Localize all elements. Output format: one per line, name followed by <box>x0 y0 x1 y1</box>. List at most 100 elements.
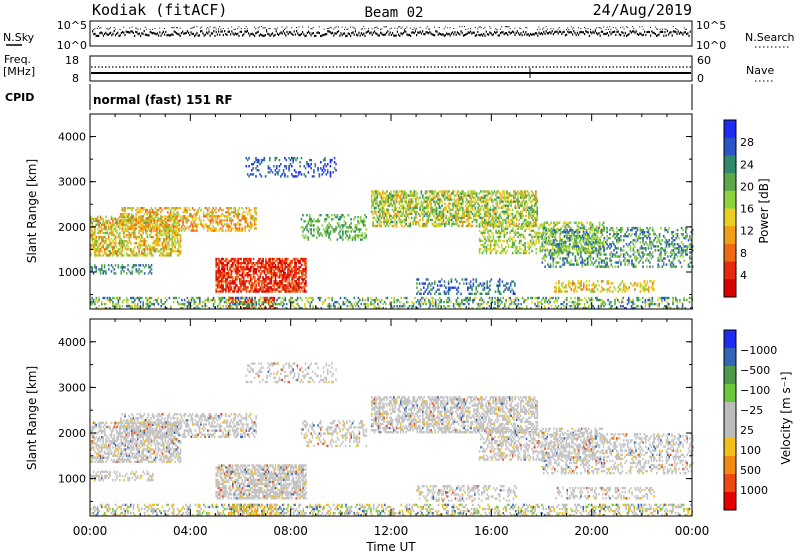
echo-cell <box>560 245 562 249</box>
echo-cell <box>156 219 158 222</box>
echo-cell <box>288 278 291 281</box>
echo-cell <box>287 286 289 289</box>
echo-cell <box>492 223 495 226</box>
echo-cell <box>223 288 226 291</box>
echo-cell <box>220 209 223 212</box>
echo-cell <box>285 261 288 265</box>
nsky-point <box>460 30 462 33</box>
echo-cell <box>178 219 180 223</box>
echo-cell <box>110 252 113 255</box>
nsearch-point <box>257 27 259 29</box>
nsky-strip: N.Sky 10^5 10^0 10^5 10^0 N.Search <box>3 19 795 52</box>
echo-cell <box>196 227 198 230</box>
echo-cell <box>318 220 321 223</box>
nsky-point <box>479 34 481 37</box>
echo-cell <box>474 206 476 209</box>
echo-cell <box>153 248 156 251</box>
nsky-point <box>344 32 346 35</box>
echo-cell <box>95 244 98 247</box>
echo-cell <box>529 229 532 232</box>
echo-cell <box>405 202 407 205</box>
echo-cell <box>491 190 493 193</box>
nsky-point <box>491 33 493 37</box>
echo-cell <box>324 158 326 162</box>
echo-cell <box>536 231 539 234</box>
echo-cell <box>281 280 284 283</box>
nsky-point <box>332 31 334 34</box>
nsearch-point <box>207 27 209 28</box>
echo-cell <box>489 198 492 201</box>
echo-cell <box>370 200 373 203</box>
echo-cell <box>485 247 488 251</box>
echo-cell <box>295 282 297 285</box>
nsky-point <box>350 34 352 37</box>
echo-cell <box>184 227 187 230</box>
echo-cell <box>251 223 253 226</box>
nsearch-point <box>672 26 674 28</box>
echo-cell <box>139 244 142 247</box>
echo-cell <box>416 204 419 207</box>
echo-cell <box>238 274 241 277</box>
echo-cell <box>179 252 182 255</box>
echo-cell <box>480 221 482 224</box>
nsky-point <box>264 34 266 37</box>
echo-cell <box>519 214 522 218</box>
echo-cell <box>107 254 110 257</box>
nsky-point <box>243 33 245 36</box>
echo-cell <box>495 208 497 211</box>
echo-cell <box>291 278 293 281</box>
echo-cell <box>138 217 140 220</box>
echo-cell <box>113 252 116 255</box>
echo-cell <box>272 276 274 279</box>
echo-cell <box>280 290 282 293</box>
echo-cell <box>247 274 249 277</box>
echo-cell <box>536 218 539 222</box>
echo-cell <box>506 239 508 243</box>
echo-cell <box>457 216 460 220</box>
echo-cell <box>140 227 143 230</box>
nsearch-point <box>262 27 264 29</box>
echo-cell <box>383 220 385 224</box>
echo-cell <box>496 249 499 253</box>
echo-cell <box>227 282 230 285</box>
echo-cell <box>518 245 521 249</box>
echo-cell <box>320 167 322 170</box>
nsky-point <box>354 30 356 33</box>
echo-cell <box>510 194 512 197</box>
echo-cell <box>473 196 475 199</box>
nsky-point <box>538 31 540 34</box>
echo-cell <box>298 272 300 275</box>
echo-cell <box>533 210 536 213</box>
echo-cell <box>413 220 416 224</box>
echo-cell <box>169 213 172 216</box>
echo-cell <box>272 305 274 308</box>
echo-cell <box>387 224 390 228</box>
echo-cell <box>280 272 282 275</box>
echo-cell <box>186 225 188 228</box>
echo-cell <box>506 200 508 203</box>
echo-cell <box>434 212 436 216</box>
nsky-point <box>110 31 112 34</box>
echo-cell <box>513 231 515 234</box>
nsky-point <box>225 33 227 36</box>
echo-cell <box>437 218 439 222</box>
echo-cell <box>291 259 293 263</box>
echo-cell <box>531 243 533 247</box>
echo-cell <box>263 158 266 162</box>
echo-cell <box>134 233 136 237</box>
echo-cell <box>513 241 515 245</box>
echo-cell <box>205 213 208 216</box>
echo-cell <box>105 225 107 229</box>
echo-cell <box>498 221 500 224</box>
echo-cell <box>284 284 286 287</box>
echo-cell <box>536 198 539 201</box>
echo-cell <box>124 207 126 210</box>
echo-cell <box>230 282 233 285</box>
echo-cell <box>519 204 522 207</box>
echo-cell <box>236 265 238 269</box>
echo-cell <box>141 250 143 253</box>
echo-cell <box>521 200 523 203</box>
echo-cell <box>524 249 526 253</box>
echo-cell <box>233 257 235 261</box>
echo-cell <box>497 196 500 199</box>
